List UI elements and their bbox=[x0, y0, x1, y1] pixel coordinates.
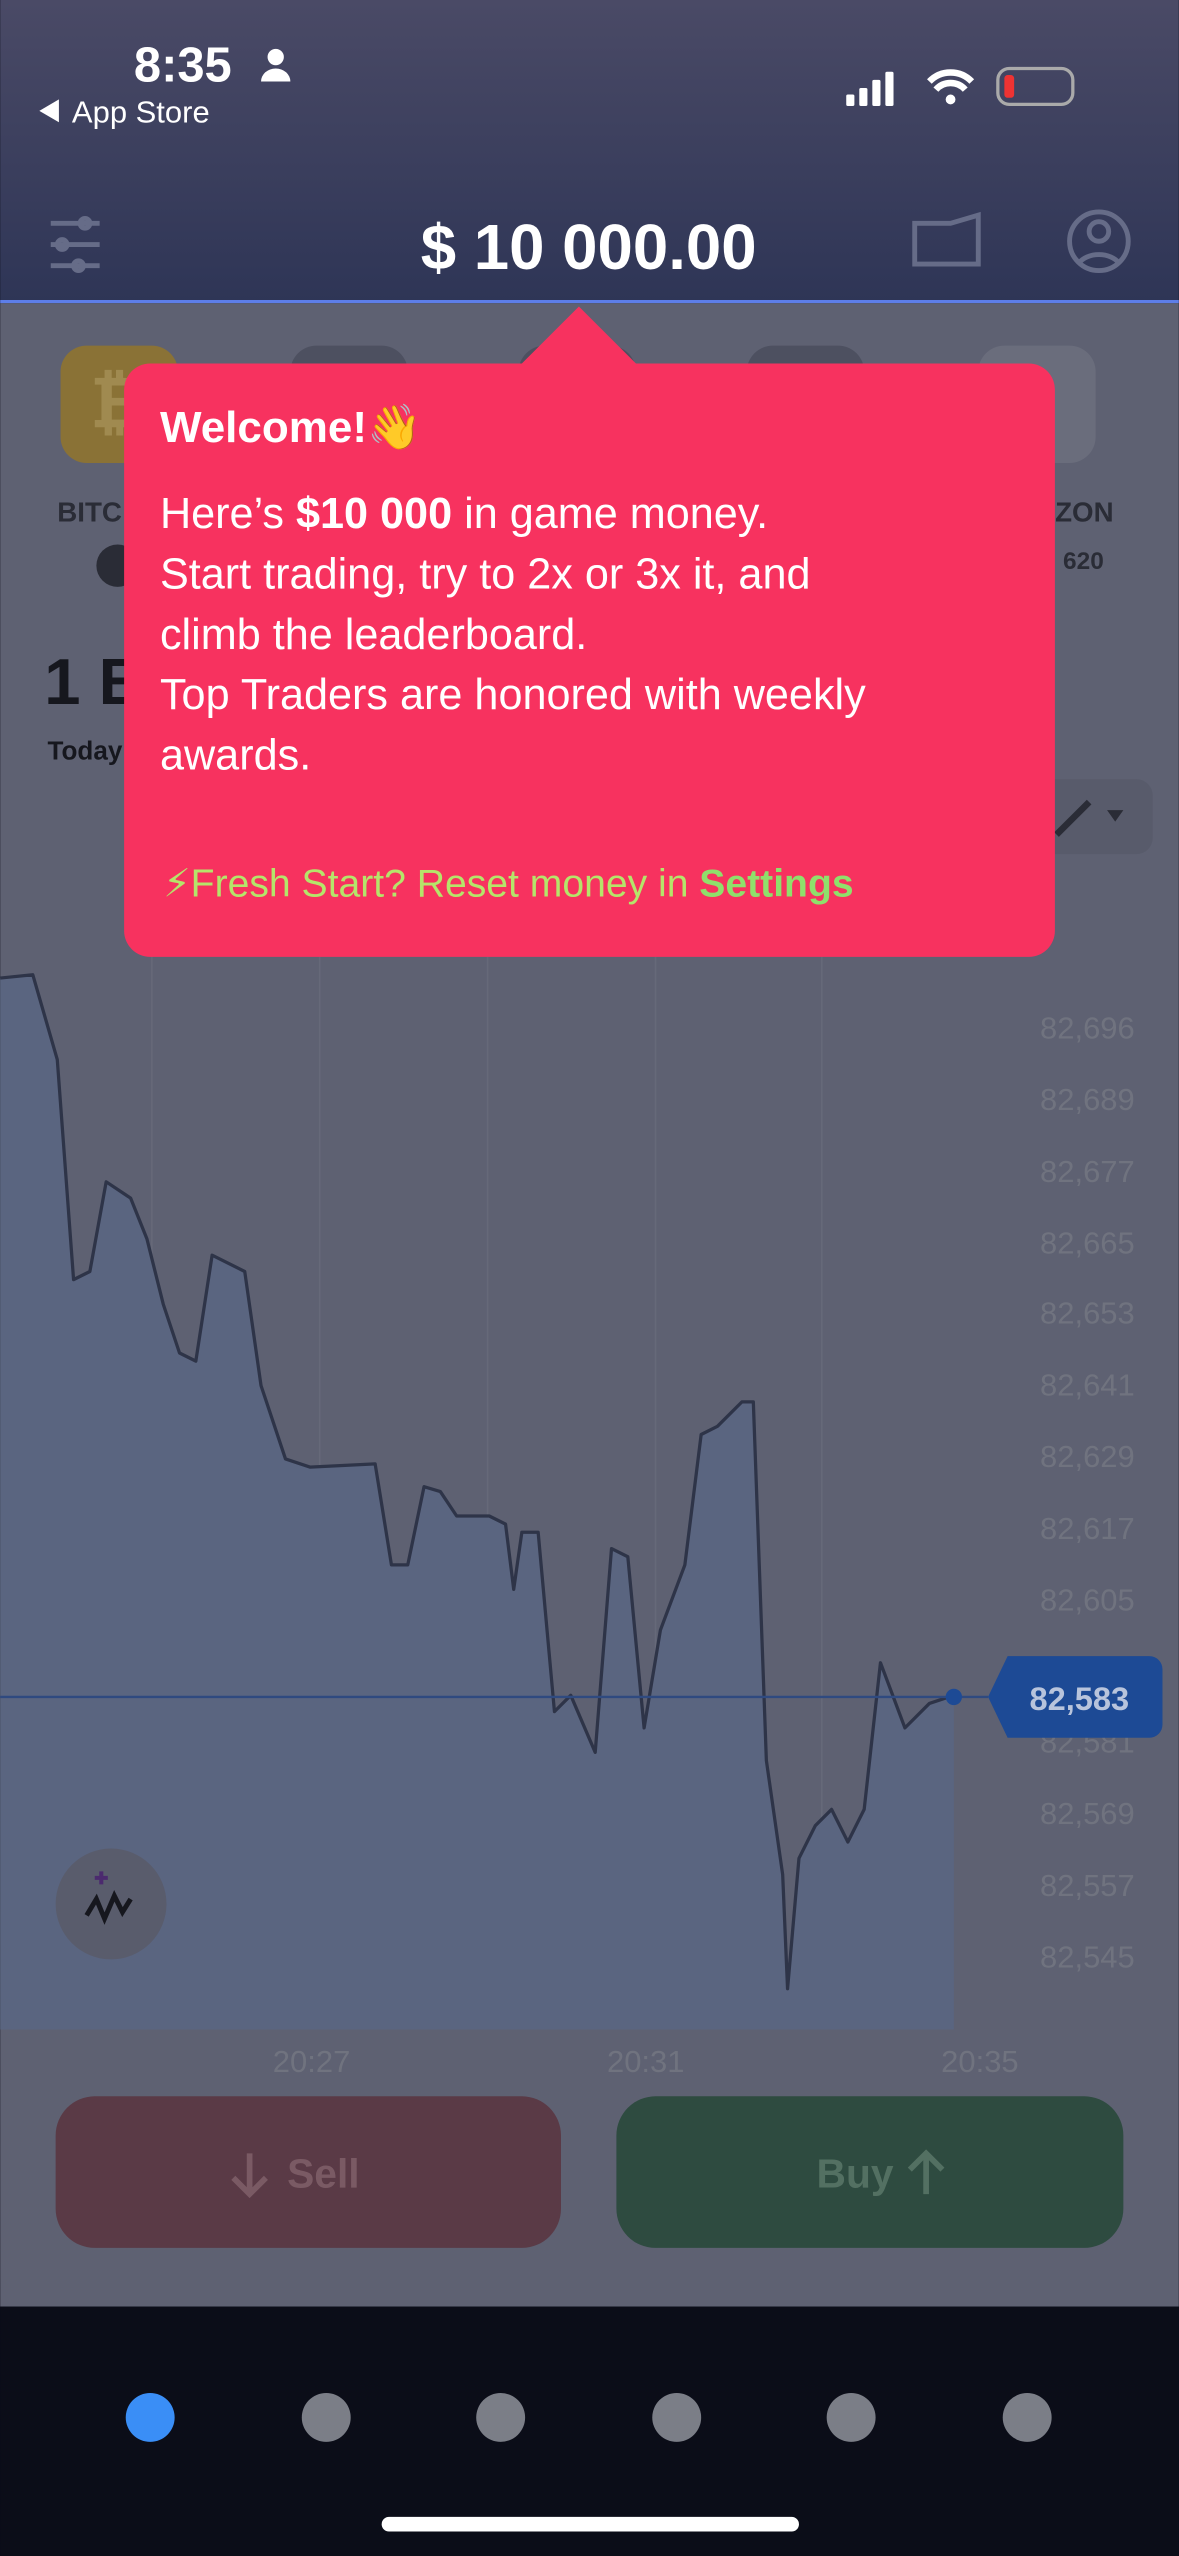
price-label: 82,696 bbox=[1040, 1010, 1135, 1045]
price-axis: 82,696 82,689 82,677 82,665 82,653 82,641 82,6… bbox=[1040, 1010, 1135, 1974]
back-arrow[interactable] bbox=[39, 99, 59, 123]
price-label: 82,689 bbox=[1040, 1082, 1135, 1117]
buy-arrow bbox=[907, 2149, 945, 2195]
tab[interactable] bbox=[476, 2392, 526, 2442]
price-label: 82,677 bbox=[1040, 1154, 1135, 1189]
sell-label: Sell bbox=[287, 2151, 359, 2197]
dropdown-arrow bbox=[1107, 810, 1124, 822]
wifi-dot bbox=[945, 94, 956, 105]
person-icon-body bbox=[261, 68, 291, 82]
tab[interactable] bbox=[1002, 2392, 1052, 2442]
time-label: 20:35 bbox=[941, 2044, 1018, 2079]
time-label: 20:31 bbox=[607, 2044, 685, 2079]
text-run: ⚡Fresh Start? Reset money in bbox=[163, 863, 699, 906]
tooltip-line: Start trading, try to 2x or 3x it, and bbox=[160, 550, 811, 598]
tooltip-footer: ⚡Fresh Start? Reset money in Settings bbox=[163, 863, 853, 906]
tooltip-line: awards. bbox=[160, 731, 311, 779]
price-label: 82,557 bbox=[1040, 1868, 1135, 1903]
tab-active[interactable] bbox=[125, 2392, 175, 2442]
tools-button[interactable] bbox=[1030, 779, 1153, 855]
settings-link[interactable]: Settings bbox=[699, 863, 853, 906]
tab-bar bbox=[0, 2306, 1179, 2556]
price-area bbox=[0, 974, 954, 2030]
back-link[interactable]: App Store bbox=[72, 94, 210, 129]
tab[interactable] bbox=[301, 2392, 351, 2442]
header-bg bbox=[0, 0, 1179, 304]
current-price: 82,583 bbox=[1029, 1680, 1129, 1717]
tab[interactable] bbox=[826, 2392, 876, 2442]
tooltip bbox=[124, 363, 1055, 957]
asset-name: ZON bbox=[1055, 497, 1113, 528]
price-label: 82,641 bbox=[1040, 1367, 1135, 1402]
battery-level bbox=[1004, 74, 1015, 98]
tooltip-line: Here’s $10 000 in game money. bbox=[160, 490, 768, 538]
current-price-badge bbox=[988, 1656, 1163, 1738]
buy-button[interactable] bbox=[616, 2096, 1124, 2248]
signal-icon bbox=[846, 71, 894, 106]
person-icon bbox=[267, 48, 284, 66]
tab[interactable] bbox=[652, 2392, 702, 2442]
battery bbox=[996, 66, 1075, 106]
tooltip-pointer bbox=[521, 306, 636, 364]
price-label: 82,617 bbox=[1040, 1511, 1135, 1546]
sell-arrow bbox=[231, 2153, 268, 2199]
tooltip-title: Welcome!👋 bbox=[160, 403, 422, 454]
price-label: 82,653 bbox=[1040, 1296, 1135, 1331]
asset-name: BITC bbox=[57, 497, 122, 528]
tooltip-body: Start trading, try to 2x or 3x it, and cl… bbox=[160, 550, 866, 779]
balance: $ 10 000.00 bbox=[421, 212, 757, 283]
folder-icon[interactable] bbox=[912, 211, 981, 267]
price-label: 82,545 bbox=[1040, 1940, 1135, 1975]
sell-button[interactable] bbox=[55, 2096, 561, 2248]
buy-label: Buy bbox=[817, 2151, 894, 2197]
tooltip-line: climb the leaderboard. bbox=[160, 611, 587, 659]
text-run: in game money. bbox=[452, 490, 768, 538]
price-label: 82,605 bbox=[1040, 1583, 1135, 1618]
price-label: 82,629 bbox=[1040, 1439, 1135, 1474]
profile-icon[interactable] bbox=[1067, 209, 1131, 274]
price-label: 82,665 bbox=[1040, 1226, 1135, 1261]
indicator-icon bbox=[84, 1889, 133, 1925]
clock: 8:35 bbox=[134, 39, 232, 93]
text-run-bold: $10 000 bbox=[296, 490, 452, 538]
asset-price: 620 bbox=[1063, 548, 1104, 575]
time-axis: 20:27 20:31 20:35 bbox=[273, 2044, 1019, 2079]
tooltip-line: Top Traders are honored with weekly bbox=[160, 671, 866, 719]
price-label: 82,569 bbox=[1040, 1796, 1135, 1831]
indicator-plus bbox=[94, 1871, 108, 1885]
wand-icon bbox=[1054, 799, 1092, 837]
current-price-dot bbox=[945, 1688, 962, 1706]
home-indicator bbox=[381, 2516, 799, 2532]
time-label: 20:27 bbox=[273, 2044, 350, 2079]
period: Today bbox=[47, 736, 122, 766]
settings-icon[interactable] bbox=[50, 215, 100, 274]
price-line bbox=[0, 973, 955, 1991]
wifi-icon bbox=[927, 69, 975, 92]
text-run: Here’s bbox=[160, 490, 296, 538]
